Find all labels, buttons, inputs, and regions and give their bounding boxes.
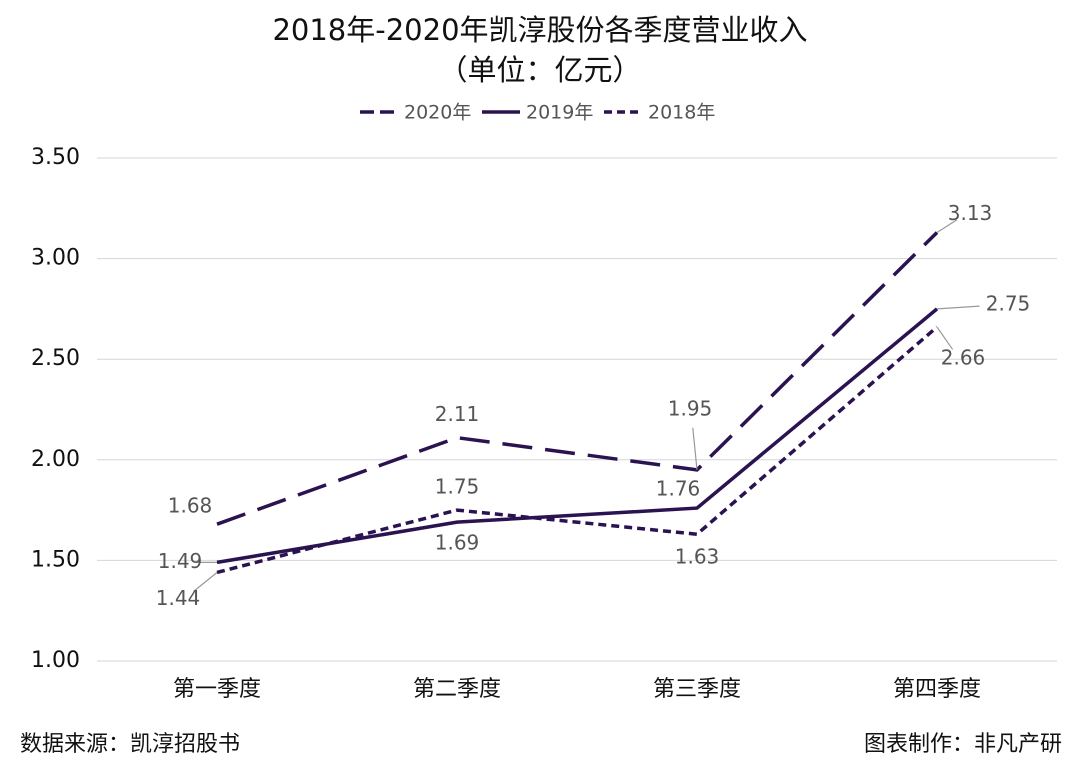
x-tick-label: 第二季度 [413, 677, 501, 702]
legend-label: 2020年 [404, 102, 471, 124]
y-tick-label: 2.00 [31, 447, 80, 472]
data-label: 1.49 [158, 549, 203, 573]
leader-line [936, 326, 954, 350]
credit-note: 图表制作：非凡产研 [864, 732, 1062, 757]
data-label: 1.68 [168, 494, 213, 518]
series-line [216, 325, 939, 575]
series-line [216, 231, 939, 526]
data-label: 1.95 [668, 396, 713, 420]
data-label: 1.63 [675, 545, 720, 569]
data-label: 1.75 [435, 475, 480, 499]
y-tick-label: 3.00 [31, 246, 80, 271]
leader-line [936, 219, 958, 233]
y-tick-label: 1.50 [31, 547, 80, 572]
x-tick-label: 第一季度 [173, 677, 261, 702]
legend-label: 2019年 [526, 102, 593, 124]
data-label: 3.13 [948, 201, 993, 225]
y-tick-label: 3.50 [31, 145, 80, 170]
leader-line [692, 427, 698, 470]
leader-line [193, 572, 218, 592]
x-tick-label: 第四季度 [893, 677, 981, 702]
chart-title: 2018年-2020年凯淳股份各季度营业收入 [272, 13, 807, 47]
y-tick-label: 2.50 [31, 346, 80, 371]
data-label: 1.69 [435, 531, 480, 555]
data-label: 2.66 [941, 346, 986, 370]
data-label: 2.11 [435, 402, 480, 426]
legend-label: 2018年 [648, 102, 715, 124]
source-note: 数据来源：凯淳招股书 [20, 732, 240, 757]
leader-line [936, 305, 980, 310]
y-tick-label: 1.00 [31, 648, 80, 673]
data-label: 2.75 [986, 291, 1031, 315]
chart-subtitle: （单位：亿元） [438, 53, 641, 87]
data-label: 1.76 [656, 477, 701, 501]
data-label: 1.44 [156, 586, 201, 610]
x-tick-label: 第三季度 [653, 677, 741, 702]
